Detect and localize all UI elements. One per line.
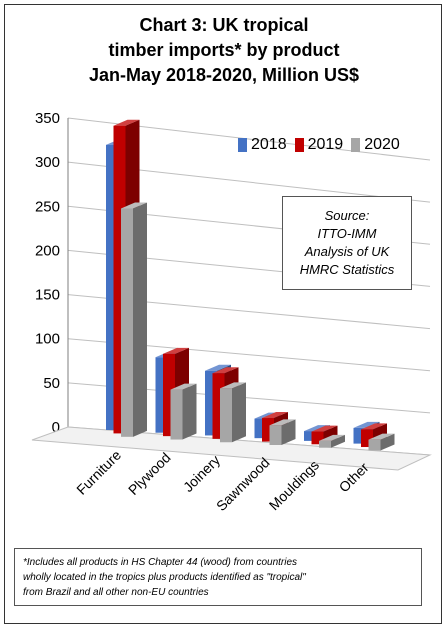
x-tick-label: Joinery [180, 452, 223, 495]
bar-top-2020-plywood [170, 383, 197, 390]
bar-top-2019-other [361, 423, 387, 430]
bar-top-2020-mouldings [319, 434, 345, 441]
chart-legend: 2018 2019 2020 [238, 134, 408, 156]
x-tick-label: Furniture [73, 447, 124, 498]
legend-item-2018: 2018 [238, 136, 287, 154]
chart-title: Chart 3: UK tropical timber imports* by … [5, 13, 443, 88]
bar-side-2020-other [380, 433, 395, 451]
chart-frame: Chart 3: UK tropical timber imports* by … [4, 4, 442, 624]
y-tick-label: 100 [35, 331, 60, 348]
footnote-line-1: *Includes all products in HS Chapter 44 … [23, 557, 298, 568]
bar-side-2020-plywood [182, 383, 197, 440]
bar-2020-mouldings [319, 440, 331, 448]
x-tick-label: Plywood [125, 449, 174, 498]
footnote-line-2: wholly located in the tropics plus produ… [23, 572, 306, 583]
source-line-1: Source: [324, 208, 370, 223]
bar-top-2019-furniture [113, 119, 140, 126]
source-line-3: Analysis of UK [304, 244, 390, 259]
y-tick-label: 50 [43, 375, 60, 392]
bar-top-2020-joinery [220, 382, 246, 389]
bar-side-2020-furniture [133, 202, 147, 437]
bar-top-2019-mouldings [311, 425, 338, 432]
footnote-line-3: from Brazil and all other non-EU countri… [23, 587, 209, 598]
y-tick-label: 300 [35, 154, 60, 171]
bar-2020-furniture [121, 208, 133, 437]
bar-side-2020-sawnwood [281, 419, 296, 445]
y-tick-label: 350 [35, 110, 60, 127]
legend-swatch-2020 [351, 138, 361, 152]
y-tick-label: 200 [35, 242, 60, 259]
bar-2020-sawnwood [269, 425, 282, 445]
footnote: *Includes all products in HS Chapter 44 … [14, 548, 422, 606]
source-line-4: HMRC Statistics [299, 262, 395, 277]
bar-top-2020-other [368, 433, 395, 440]
x-tick-label: Mouldings [266, 457, 322, 513]
legend-label-2020: 2020 [364, 136, 400, 153]
legend-item-2019: 2019 [294, 136, 344, 154]
bar-side-2020-joinery [232, 382, 246, 443]
source-box: Source: ITTO-IMM Analysis of UK HMRC Sta… [282, 196, 412, 290]
chart-floor [31, 426, 432, 471]
chart-title-line-3: Jan-May 2018-2020, Million US$ [88, 65, 360, 85]
legend-label-2019: 2019 [307, 136, 344, 153]
bar-top-2018-joinery [205, 364, 231, 371]
bar-side-2020-mouldings [331, 434, 345, 448]
bar-2020-joinery [220, 388, 232, 443]
chart-title-line-2: timber imports* by product [108, 40, 340, 60]
bar-top-2019-sawnwood [262, 412, 288, 419]
bar-2020-plywood [170, 389, 183, 440]
legend-item-2020: 2020 [351, 136, 400, 154]
bar-top-2018-other [353, 421, 380, 428]
bar-top-2019-plywood [163, 347, 189, 354]
y-tick-label: 250 [35, 198, 60, 215]
bar-top-2020-sawnwood [269, 419, 296, 426]
source-line-2: ITTO-IMM [317, 226, 377, 241]
y-tick-label: 150 [35, 287, 60, 304]
bar-top-2019-joinery [212, 367, 239, 374]
legend-swatch-2019 [294, 138, 304, 152]
chart-title-line-1: Chart 3: UK tropical [139, 15, 309, 35]
bar-top-2020-furniture [121, 202, 147, 209]
bar-2020-other [368, 439, 381, 451]
legend-swatch-2018 [238, 138, 247, 152]
legend-label-2018: 2018 [251, 136, 287, 153]
y-tick-label: 0 [52, 419, 60, 436]
bar-2018-mouldings [304, 431, 316, 441]
